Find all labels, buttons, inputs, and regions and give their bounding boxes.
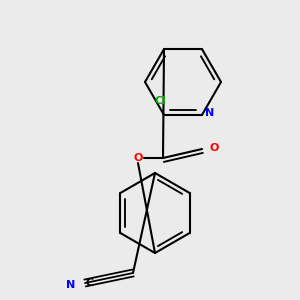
Text: N: N	[206, 108, 214, 118]
Text: N: N	[66, 280, 76, 290]
Text: Cl: Cl	[154, 96, 166, 106]
Text: C: C	[86, 278, 94, 288]
Text: O: O	[133, 153, 143, 163]
Text: O: O	[209, 143, 219, 153]
